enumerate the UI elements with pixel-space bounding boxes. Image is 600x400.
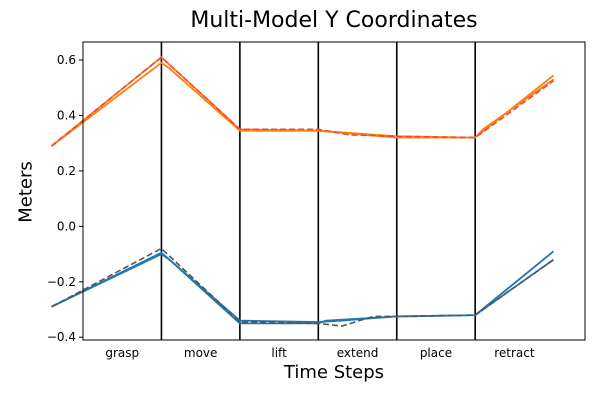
y-tick-label: −0.4 (47, 330, 76, 344)
plot-frame (82, 41, 586, 341)
chart-title: Multi-Model Y Coordinates (190, 8, 478, 33)
series-layer (51, 56, 555, 327)
x-tick-label: grasp (105, 346, 139, 360)
plot-background (83, 42, 585, 340)
series-line-6 (51, 247, 555, 327)
phase-boundaries (160, 42, 476, 340)
x-axis: grasp move lift extend place retract (105, 346, 535, 360)
y-axis-label: Meters (15, 161, 37, 223)
x-axis-label: Time Steps (283, 362, 385, 383)
y-tick-label: 0.4 (57, 108, 76, 122)
x-tick-label: retract (494, 346, 535, 360)
y-tick-label: 0.0 (57, 219, 76, 233)
y-axis: 0.6 0.4 0.2 0.0 −0.2 −0.4 (47, 53, 83, 344)
series-line-2 (51, 61, 555, 147)
x-tick-label: extend (337, 346, 379, 360)
series-line-3 (51, 56, 555, 147)
x-tick-label: move (184, 346, 218, 360)
x-tick-label: lift (271, 346, 287, 360)
x-tick-label: place (420, 346, 452, 360)
y-tick-label: 0.6 (57, 53, 76, 67)
y-tick-label: 0.2 (57, 164, 76, 178)
y-tick-label: −0.2 (47, 275, 76, 289)
